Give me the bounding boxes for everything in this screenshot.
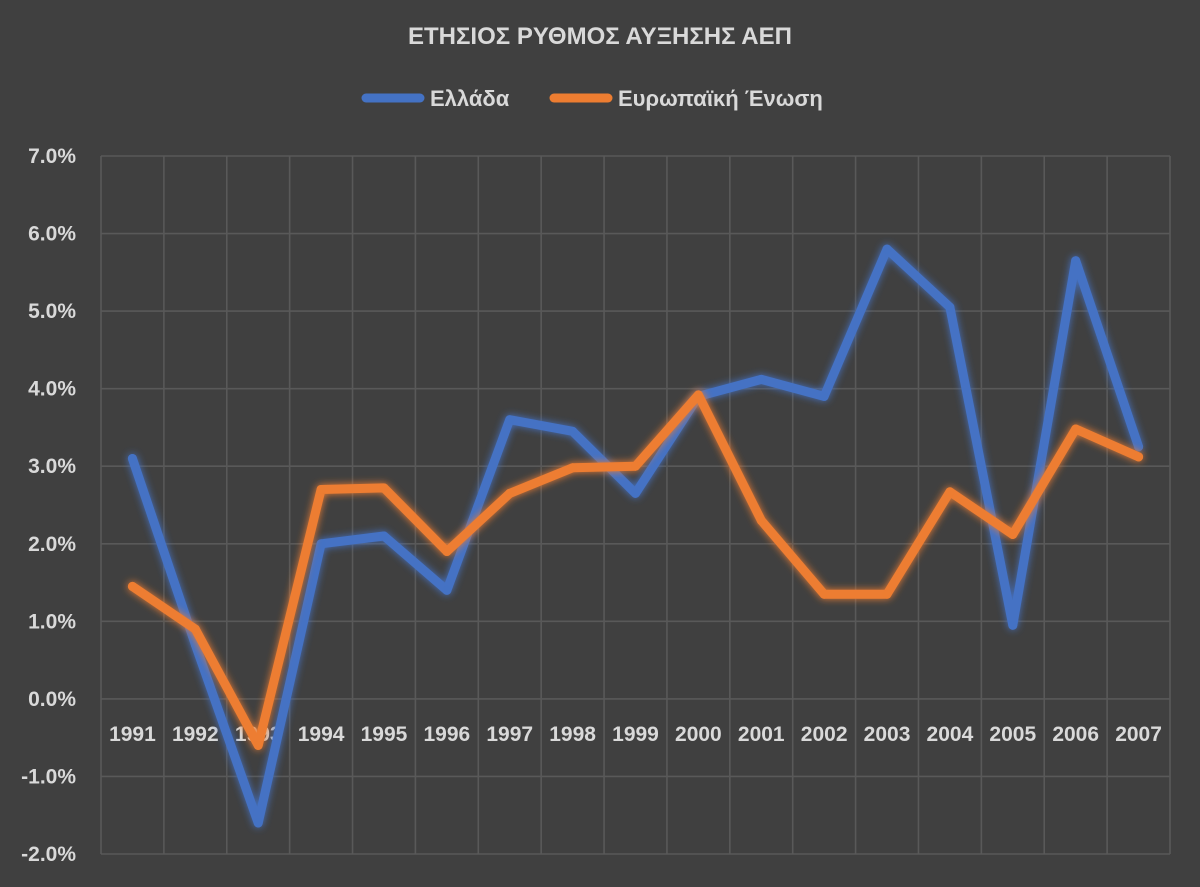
y-tick-label: 0.0% bbox=[28, 688, 76, 711]
point-eu-1994 bbox=[316, 484, 326, 494]
point-eu-2001 bbox=[756, 516, 766, 526]
point-eu-2002 bbox=[819, 589, 829, 599]
point-greece-1995 bbox=[379, 531, 389, 541]
point-eu-1992 bbox=[190, 624, 200, 634]
point-greece-1998 bbox=[568, 426, 578, 436]
point-eu-2006 bbox=[1071, 424, 1081, 434]
legend-item-eu[interactable]: Ευρωπαϊκή Ένωση bbox=[549, 86, 823, 111]
point-greece-1996 bbox=[442, 585, 452, 595]
x-tick-label: 2003 bbox=[864, 723, 911, 746]
x-tick-label: 1991 bbox=[109, 723, 156, 746]
point-eu-2005 bbox=[1008, 529, 1018, 539]
x-tick-label: 2006 bbox=[1052, 723, 1099, 746]
y-tick-label: 1.0% bbox=[28, 610, 76, 633]
point-greece-2001 bbox=[756, 374, 766, 384]
point-greece-1997 bbox=[505, 415, 515, 425]
point-eu-2000 bbox=[693, 390, 703, 400]
x-tick-label: 1997 bbox=[486, 723, 533, 746]
legend: Ελλάδα Ευρωπαϊκή Ένωση bbox=[361, 86, 823, 111]
gridlines bbox=[100, 155, 1171, 855]
point-eu-2003 bbox=[882, 589, 892, 599]
point-eu-1999 bbox=[631, 461, 640, 471]
x-tick-label: 2001 bbox=[738, 723, 785, 746]
series-lines bbox=[127, 244, 1144, 828]
x-tick-label: 1995 bbox=[361, 723, 408, 746]
x-tick-label: 2000 bbox=[675, 723, 722, 746]
x-tick-label: 1999 bbox=[612, 723, 659, 746]
y-tick-label: 3.0% bbox=[28, 455, 76, 478]
chart-title: ΕΤΗΣΙΟΣ ΡΥΘΜΟΣ ΑΥΞΗΣΗΣ ΑΕΠ bbox=[408, 23, 792, 50]
legend-label-greece: Ελλάδα bbox=[430, 86, 510, 111]
point-greece-1991 bbox=[127, 453, 137, 463]
point-eu-1997 bbox=[505, 488, 515, 498]
y-tick-label: 5.0% bbox=[28, 300, 76, 323]
point-greece-2007 bbox=[1134, 442, 1144, 452]
point-eu-2004 bbox=[945, 487, 955, 497]
legend-label-eu: Ευρωπαϊκή Ένωση bbox=[618, 86, 823, 111]
y-tick-label: 4.0% bbox=[28, 378, 76, 401]
y-tick-label: 6.0% bbox=[28, 223, 76, 246]
point-greece-1999 bbox=[631, 488, 640, 498]
y-tick-label: -1.0% bbox=[21, 765, 76, 788]
point-greece-2003 bbox=[882, 244, 892, 254]
x-tick-label: 2002 bbox=[801, 723, 848, 746]
x-tick-label: 1998 bbox=[549, 723, 596, 746]
point-eu-1995 bbox=[379, 483, 389, 493]
x-tick-label: 2007 bbox=[1115, 723, 1162, 746]
point-greece-2004 bbox=[945, 302, 955, 312]
point-greece-2005 bbox=[1008, 620, 1018, 630]
y-tick-label: 7.0% bbox=[28, 145, 76, 168]
x-tick-label: 1994 bbox=[298, 723, 345, 746]
point-eu-2007 bbox=[1134, 452, 1144, 462]
point-eu-1993 bbox=[253, 740, 263, 750]
point-greece-2002 bbox=[819, 391, 829, 401]
point-greece-1993 bbox=[253, 818, 263, 828]
point-eu-1991 bbox=[127, 581, 137, 591]
legend-item-greece[interactable]: Ελλάδα bbox=[361, 86, 510, 111]
x-tick-label: 1996 bbox=[423, 723, 470, 746]
y-tick-label: 2.0% bbox=[28, 533, 76, 556]
x-axis-ticks: 1991 1992 1993 1994 1995 1996 1997 1998 1999 2000… bbox=[109, 723, 1162, 746]
point-greece-2006 bbox=[1071, 256, 1081, 266]
point-eu-1996 bbox=[442, 547, 452, 557]
y-tick-label: -2.0% bbox=[21, 843, 76, 866]
point-greece-1994 bbox=[316, 539, 326, 549]
y-axis-ticks: -2.0% -1.0% 0.0% 1.0% 2.0% 3.0% 4.0% 5.0% 6.0% 7.… bbox=[21, 145, 76, 866]
x-tick-label: 1992 bbox=[172, 723, 219, 746]
x-tick-label: 2004 bbox=[927, 723, 974, 746]
x-tick-label: 2005 bbox=[989, 723, 1036, 746]
point-eu-1998 bbox=[568, 463, 578, 473]
